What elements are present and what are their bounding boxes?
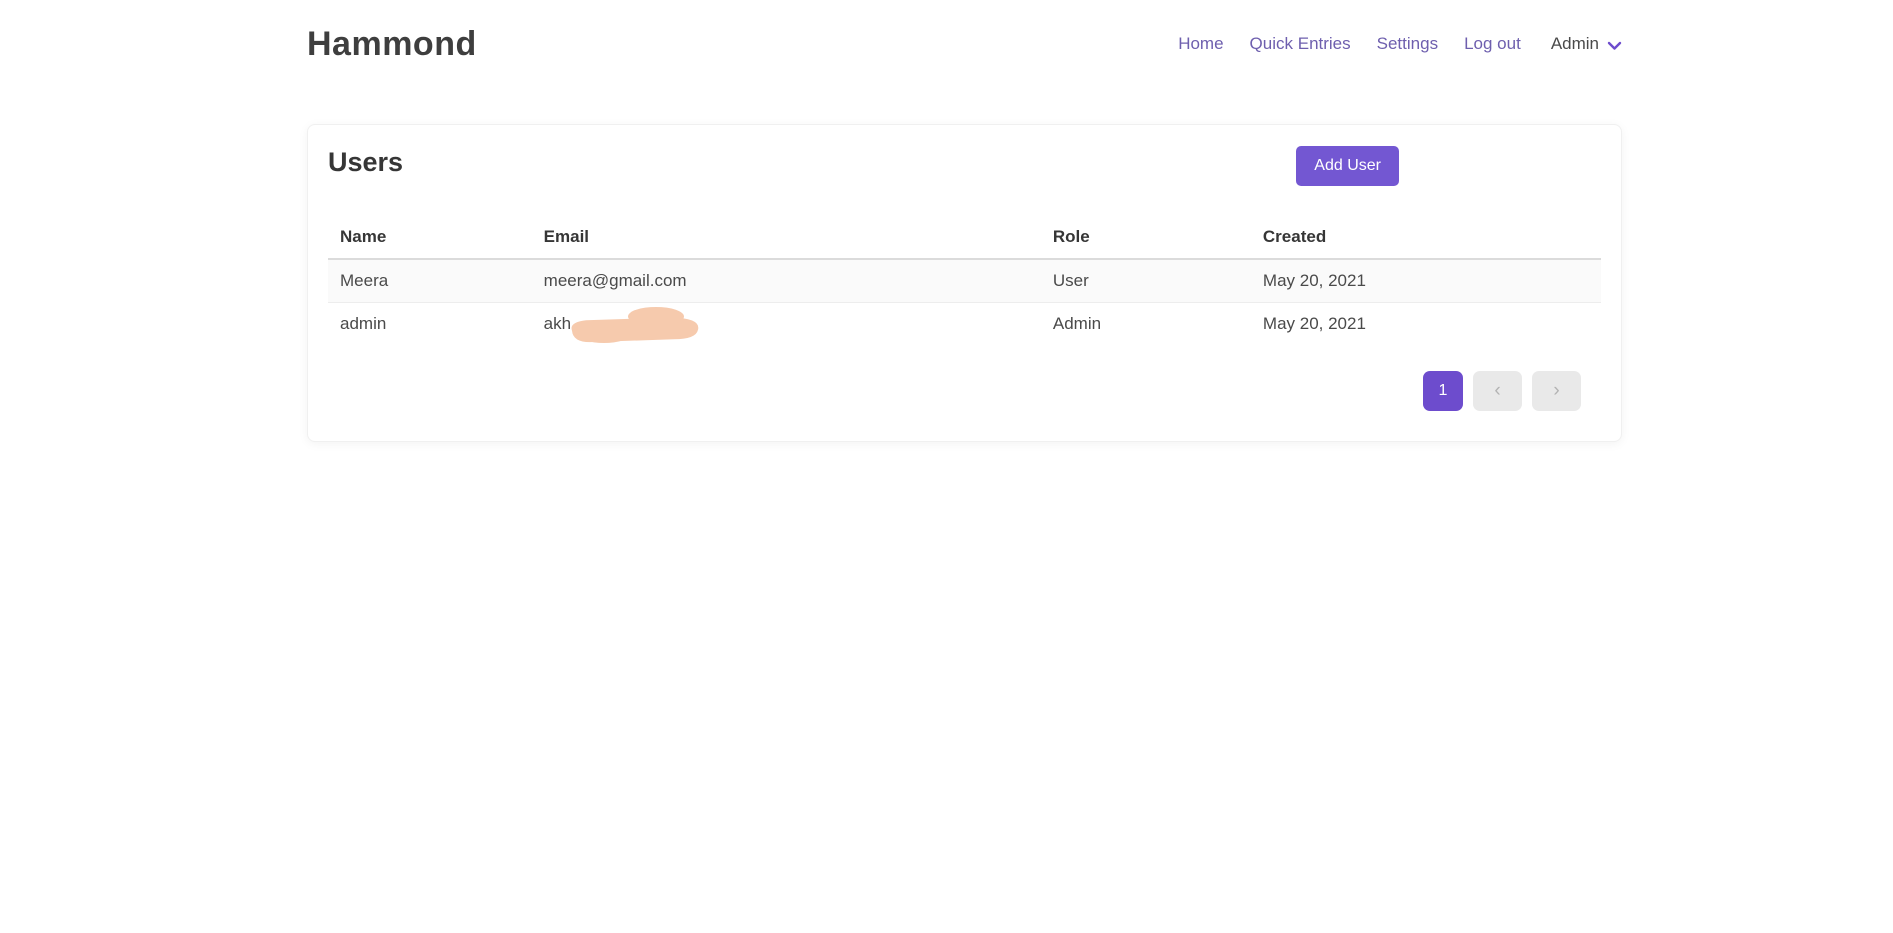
- cell-email-text: akh: [543, 314, 572, 333]
- pagination-prev-button[interactable]: ‹: [1473, 371, 1522, 411]
- column-header-created: Created: [1250, 219, 1601, 260]
- pagination-next-button[interactable]: ›: [1532, 371, 1581, 411]
- pagination-page-1[interactable]: 1: [1423, 371, 1463, 411]
- nav-home[interactable]: Home: [1178, 34, 1224, 53]
- cell-role: Admin: [1052, 314, 1102, 333]
- users-card: Users Add User Name Email Role Created M…: [307, 124, 1622, 442]
- app-logo[interactable]: Hammond: [307, 24, 477, 63]
- users-table: Name Email Role Created Meera meera@gmai…: [328, 219, 1601, 345]
- cell-name: admin: [340, 314, 387, 333]
- pagination: 1 ‹ ›: [328, 371, 1581, 411]
- cell-name: Meera: [328, 259, 532, 303]
- table-header-row: Name Email Role Created: [328, 219, 1601, 260]
- main-nav: Home Quick Entries Settings Log out Admi…: [1178, 34, 1622, 54]
- chevron-down-icon: [1607, 38, 1622, 51]
- nav-quick-entries[interactable]: Quick Entries: [1249, 34, 1351, 53]
- add-user-button[interactable]: Add User: [1296, 146, 1399, 186]
- main-content: Users Add User Name Email Role Created M…: [0, 124, 1893, 442]
- column-header-role: Role: [1040, 219, 1251, 260]
- users-card-header: Users Add User: [328, 146, 1601, 189]
- cell-created: May 20, 2021: [1262, 314, 1366, 333]
- chevron-right-icon: ›: [1553, 380, 1560, 401]
- page-title: Users: [328, 147, 404, 177]
- top-nav-bar: Hammond Home Quick Entries Settings Log …: [0, 0, 1893, 68]
- table-row: admin akh Admin May 20, 2021: [328, 303, 1601, 346]
- nav-logout[interactable]: Log out: [1464, 34, 1521, 53]
- cell-email: meera@gmail.com: [531, 259, 1041, 303]
- nav-settings[interactable]: Settings: [1376, 34, 1439, 53]
- cell-role: User: [1040, 259, 1251, 303]
- user-menu-label: Admin: [1550, 34, 1599, 53]
- column-header-name: Name: [328, 219, 532, 260]
- column-header-email: Email: [531, 219, 1041, 260]
- redaction-scribble: [571, 306, 698, 344]
- cell-created: May 20, 2021: [1250, 259, 1601, 303]
- table-row: Meera meera@gmail.com User May 20, 2021: [328, 259, 1601, 303]
- cell-email: akh: [532, 303, 1041, 346]
- chevron-left-icon: ‹: [1494, 380, 1501, 401]
- user-menu[interactable]: Admin: [1551, 34, 1622, 54]
